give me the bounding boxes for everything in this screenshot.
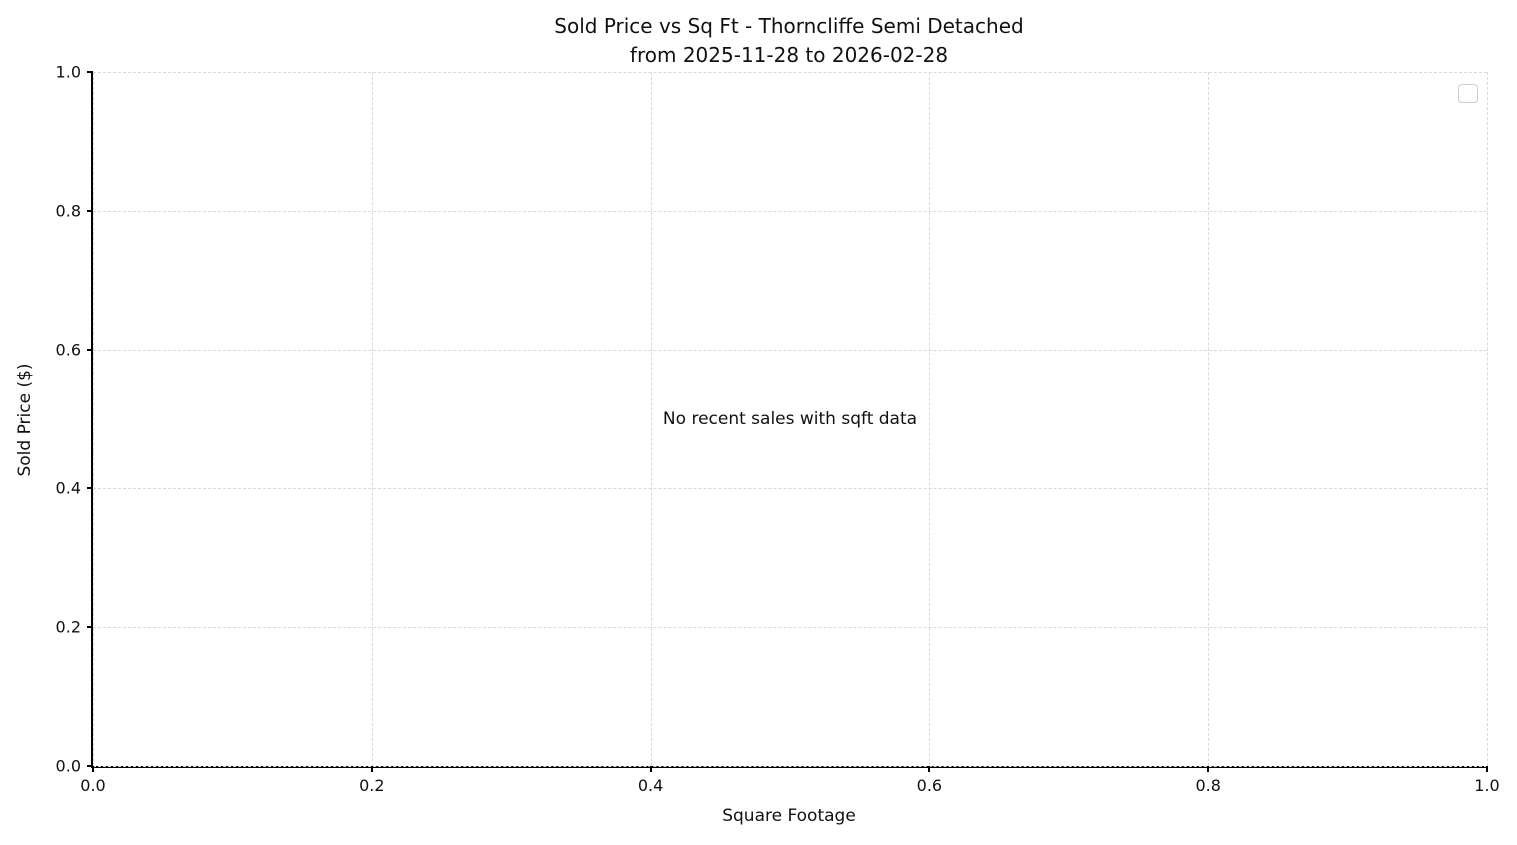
x-tick-label: 0.6 [916, 776, 943, 795]
x-tick-label: 0.2 [359, 776, 385, 795]
no-data-annotation: No recent sales with sqft data [662, 409, 918, 429]
y-gridline [93, 72, 1487, 73]
x-gridline [371, 72, 373, 766]
x-tick-mark [1207, 766, 1210, 772]
y-tick-mark [87, 626, 93, 629]
x-tick-mark [370, 766, 373, 772]
x-tick-mark [928, 766, 931, 772]
x-tick-mark [649, 766, 652, 772]
legend-box [1458, 84, 1478, 103]
chart-title: Sold Price vs Sq Ft - Thorncliffe Semi D… [91, 12, 1487, 70]
y-tick-label: 0.2 [55, 617, 81, 637]
x-gridline [1487, 72, 1488, 766]
x-gridline [93, 72, 94, 766]
x-tick-label: 0.0 [80, 776, 106, 795]
y-tick-mark [87, 765, 93, 767]
y-gridline [93, 488, 1487, 490]
y-gridline [93, 349, 1487, 351]
x-tick-label: 1.0 [1474, 776, 1500, 795]
x-gridline [650, 72, 652, 766]
y-tick-mark [87, 487, 93, 490]
y-tick-label: 0.8 [55, 201, 81, 221]
y-tick-label: 0.4 [55, 478, 81, 498]
y-tick-mark [87, 348, 93, 351]
y-tick-mark [87, 71, 93, 73]
y-tick-label: 1.0 [55, 62, 81, 82]
x-tick-mark [1486, 766, 1488, 772]
x-tick-mark [92, 766, 94, 772]
y-tick-label: 0.6 [55, 340, 81, 360]
y-gridline [93, 210, 1487, 212]
chart-title-line1: Sold Price vs Sq Ft - Thorncliffe Semi D… [554, 14, 1024, 38]
x-tick-label: 0.8 [1195, 776, 1221, 795]
plot-area: 0.0 0.2 0.4 0.6 0.8 1.0 0.0 0.2 0.4 0.6 0.8 1.0 No … [56, 63, 1500, 796]
x-axis-label: Square Footage [722, 806, 856, 826]
y-gridline [93, 766, 1487, 767]
chart-title-line2: from 2025-11-28 to 2026-02-28 [629, 43, 949, 67]
y-tick-mark [87, 209, 93, 212]
x-tick-label: 0.4 [637, 776, 664, 795]
y-gridline [93, 627, 1487, 629]
x-gridline [1208, 72, 1210, 766]
y-axis-label: Sold Price ($) [15, 363, 35, 477]
x-gridline [929, 72, 931, 766]
y-tick-label: 0.0 [55, 756, 81, 776]
